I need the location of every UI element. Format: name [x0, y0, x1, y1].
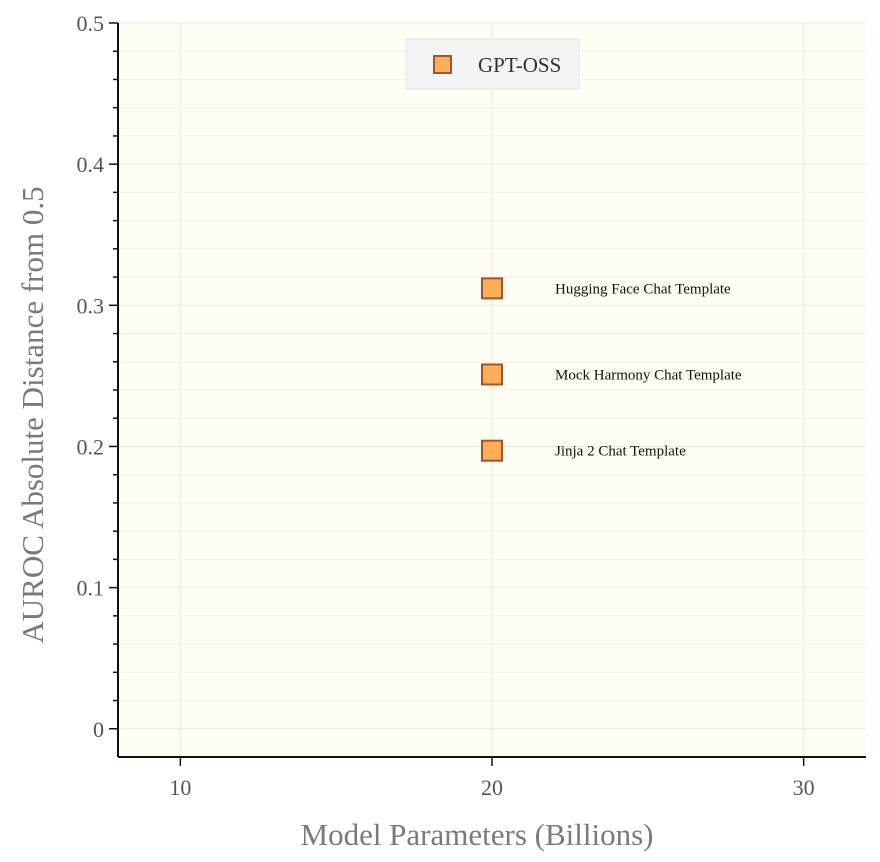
data-point-square — [481, 277, 503, 300]
x-tick-label: 10 — [169, 775, 191, 800]
y-tick-label: 0.5 — [77, 11, 105, 36]
legend-marker-square — [433, 55, 452, 74]
y-tick-label: 0.4 — [77, 152, 105, 177]
data-point-label: Mock Harmony Chat Template — [555, 367, 742, 383]
y-axis-title: AUROC Absolute Distance from 0.5 — [15, 186, 50, 643]
data-point-label: Hugging Face Chat Template — [555, 281, 731, 297]
data-points: Hugging Face Chat Template Mock Harmony C… — [481, 277, 742, 462]
data-point-square — [481, 363, 503, 386]
y-tick-label: 0 — [93, 717, 104, 742]
data-point-label: Jinja 2 Chat Template — [555, 444, 686, 460]
legend: GPT-OSS — [405, 38, 580, 90]
x-axis-ticks: 10 20 30 — [169, 757, 815, 800]
y-tick-label: 0.1 — [77, 576, 105, 601]
x-tick-label: 30 — [793, 775, 815, 800]
major-gridlines — [118, 22, 866, 757]
y-tick-label: 0.2 — [77, 434, 105, 459]
x-tick-label: 20 — [481, 775, 503, 800]
legend-label: GPT-OSS — [478, 53, 561, 77]
y-axis-ticks: 0 0.1 0.2 0.3 0.4 0.5 — [77, 11, 118, 742]
data-point-square — [481, 439, 503, 462]
y-tick-label: 0.3 — [77, 293, 105, 318]
x-axis-title: Model Parameters (Billions) — [301, 817, 654, 852]
